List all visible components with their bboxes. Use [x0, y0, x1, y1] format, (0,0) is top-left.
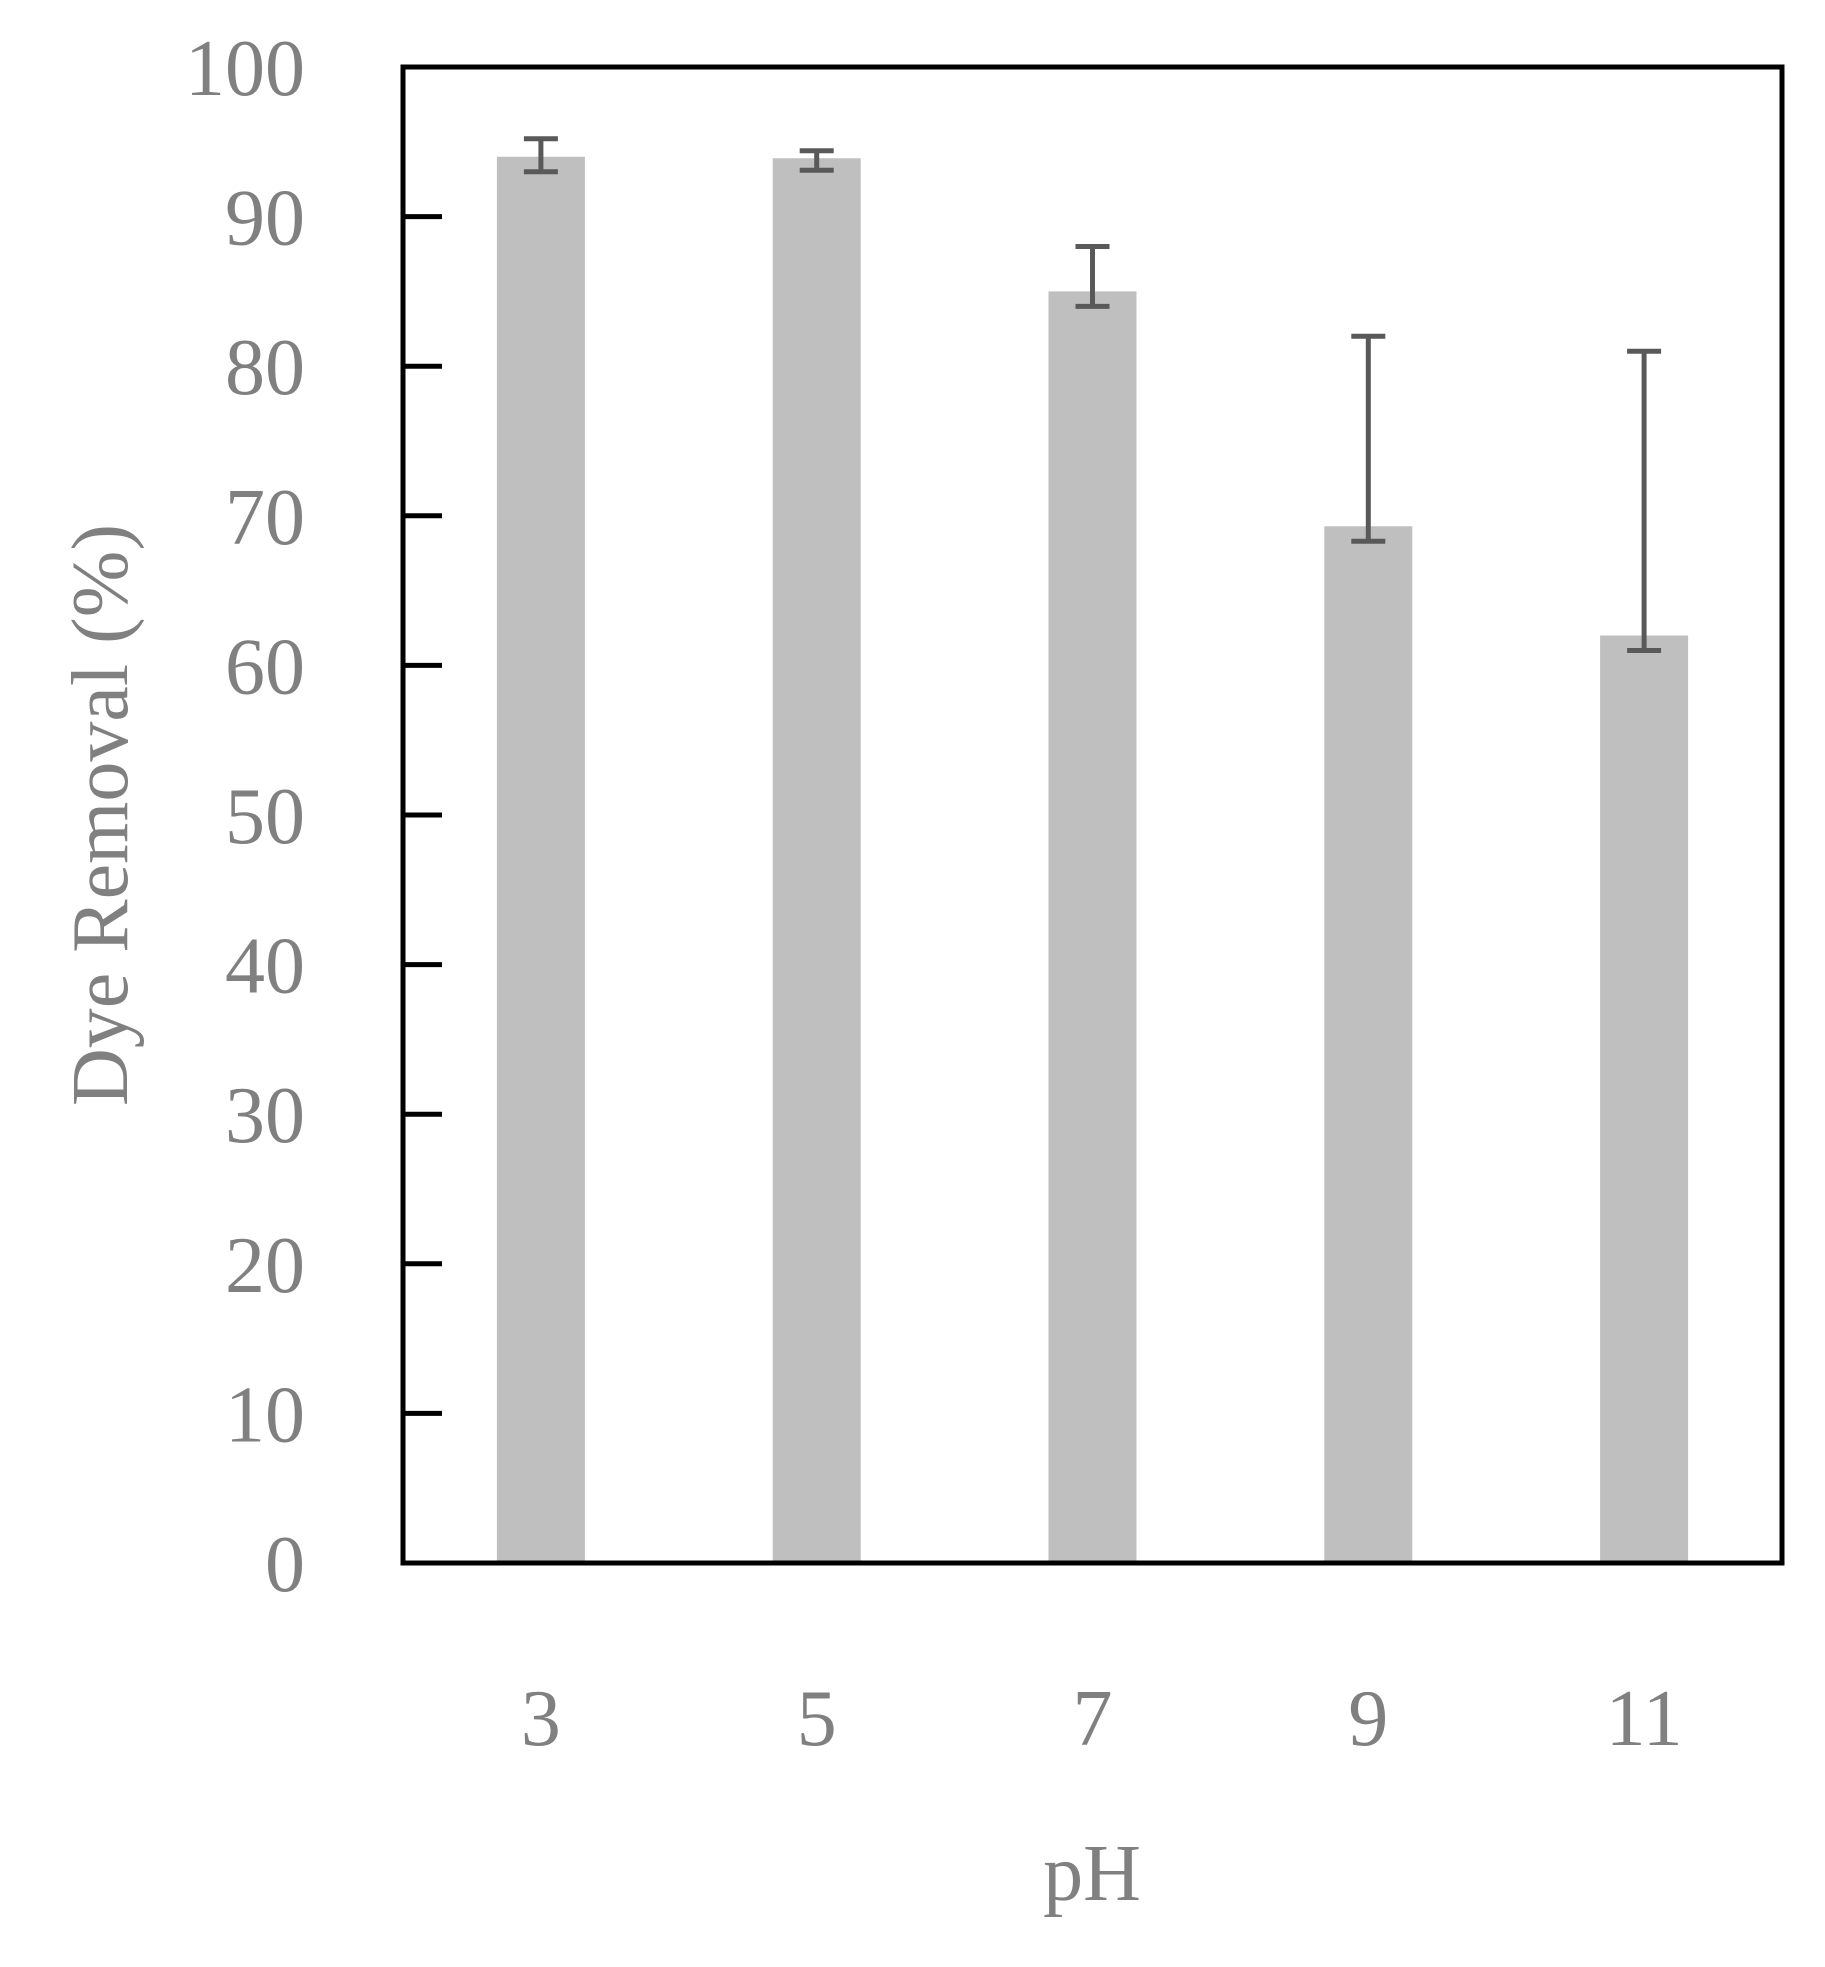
- y-tick-label: 80: [225, 324, 305, 412]
- y-axis-ticks: 0 10 20 30 40 50 60 70 80 90 100: [185, 25, 442, 1609]
- bar-ph-5: [772, 158, 861, 1564]
- error-bar-ph-3: [523, 136, 558, 175]
- error-bar-ph-11: [1627, 348, 1662, 653]
- y-tick-label: 100: [185, 25, 305, 113]
- error-bar-ph-9: [1351, 333, 1386, 544]
- error-bar-ph-7: [1075, 244, 1110, 309]
- bar-ph-3: [496, 156, 585, 1563]
- y-tick-label: 90: [225, 175, 305, 263]
- y-tick-label: 50: [225, 773, 305, 861]
- y-tick-label: 70: [225, 474, 305, 562]
- x-tick-label: 5: [797, 1675, 837, 1763]
- x-tick-label: 9: [1348, 1675, 1388, 1763]
- y-tick-label: 60: [225, 623, 305, 711]
- bar-ph-11: [1600, 635, 1689, 1563]
- x-tick-label: 11: [1606, 1675, 1683, 1763]
- x-tick-label: 7: [1073, 1675, 1113, 1763]
- y-tick-label: 0: [265, 1521, 305, 1609]
- y-tick-label: 20: [225, 1222, 305, 1310]
- error-bar-ph-5: [799, 148, 834, 173]
- bar-ph-7: [1048, 291, 1137, 1563]
- bar-ph-9: [1324, 526, 1413, 1563]
- y-tick-label: 30: [225, 1072, 305, 1160]
- y-tick-label: 10: [225, 1371, 305, 1459]
- x-tick-label: 3: [521, 1675, 561, 1763]
- y-tick-label: 40: [225, 923, 305, 1011]
- y-axis-title: Dye Removal (%): [57, 524, 145, 1106]
- x-axis-ticks: 3 5 7 9 11: [521, 1675, 1683, 1763]
- error-bars-layer: [523, 136, 1662, 653]
- bars-layer: [496, 156, 1689, 1564]
- x-axis-title: pH: [1043, 1830, 1141, 1918]
